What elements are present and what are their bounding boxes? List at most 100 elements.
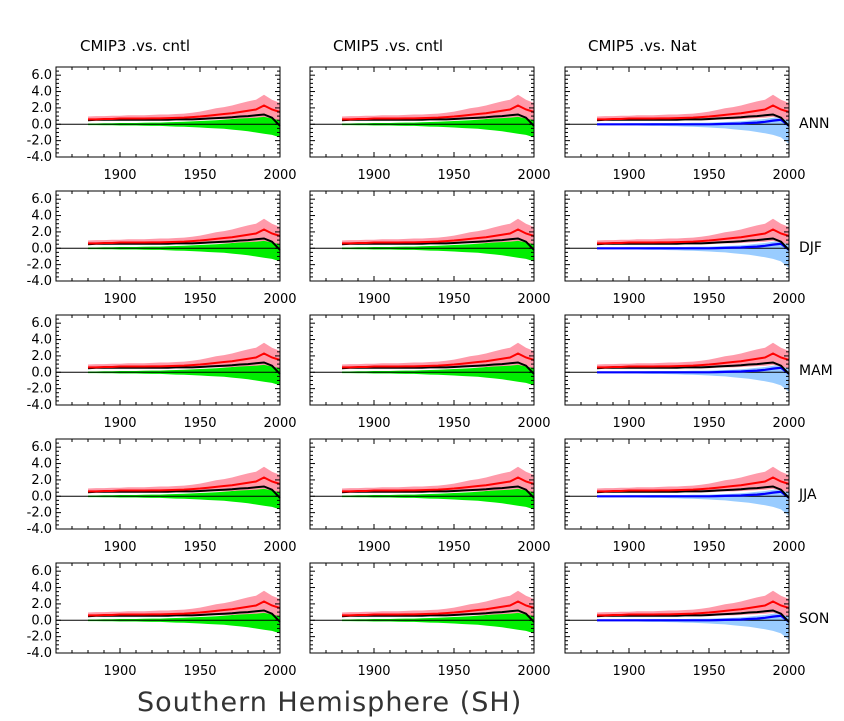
panel-mam-2: 1900 1950 2000 bbox=[309, 314, 551, 431]
model-line bbox=[87, 609, 281, 623]
obs-line bbox=[88, 228, 281, 245]
x-tick-label: 1900 bbox=[103, 416, 136, 431]
x-tick-label: 1950 bbox=[183, 416, 216, 431]
panel-mam-1: 6.0 4.02.00.0 -2.0-4.0 1900 1950 2000 bbox=[27, 314, 297, 431]
figure-title: Southern Hemisphere (SH) bbox=[137, 687, 522, 718]
y-tick-label: 2.0 bbox=[31, 597, 52, 612]
obs-uncertainty-band bbox=[342, 466, 534, 493]
column-title-cmip5-nat: CMIP5 .vs. Nat bbox=[588, 37, 697, 55]
x-tick-label: 1950 bbox=[183, 168, 216, 183]
y-tick-label: 6.0 bbox=[31, 316, 52, 331]
panel-jja-2: 1900 1950 2000 bbox=[309, 438, 551, 555]
y-tick-label: 0.0 bbox=[31, 365, 52, 380]
model-line bbox=[87, 361, 281, 375]
model-line bbox=[87, 237, 281, 251]
x-tick-label: 1900 bbox=[357, 168, 390, 183]
obs-uncertainty-band bbox=[88, 466, 280, 493]
model-line bbox=[596, 361, 790, 375]
x-tick-label: 2000 bbox=[263, 416, 296, 431]
x-tick-label: 2000 bbox=[517, 168, 550, 183]
y-tick-label: -4.0 bbox=[27, 274, 52, 289]
obs-uncertainty-band bbox=[597, 466, 789, 493]
y-tick-label: 6.0 bbox=[31, 440, 52, 455]
obs-uncertainty-band bbox=[88, 590, 280, 617]
x-tick-label: 1950 bbox=[692, 664, 725, 679]
x-tick-label: 2000 bbox=[517, 292, 550, 307]
x-tick-label: 2000 bbox=[772, 664, 805, 679]
panel-son-1: 6.0 4.02.00.0 -2.0-4.0 1900 1950 2000 bbox=[27, 562, 297, 679]
nat-line bbox=[597, 614, 790, 623]
obs-uncertainty-band bbox=[88, 94, 280, 121]
y-tick-label: -4.0 bbox=[27, 522, 52, 537]
x-tick-label: 1900 bbox=[612, 416, 645, 431]
obs-line bbox=[342, 600, 535, 617]
x-tick-label: 2000 bbox=[263, 292, 296, 307]
panel-djf-3: 1900 1950 2000 bbox=[564, 190, 806, 307]
obs-uncertainty-band bbox=[342, 342, 534, 369]
obs-uncertainty-band bbox=[597, 94, 789, 121]
column-titles: CMIP3 .vs. cntl CMIP5 .vs. cntl CMIP5 .v… bbox=[80, 37, 697, 55]
model-line bbox=[87, 113, 281, 127]
obs-line bbox=[342, 352, 535, 369]
nat-line bbox=[597, 490, 790, 499]
y-tick-label: 4.0 bbox=[31, 209, 52, 224]
panel-son-2: 1900 1950 2000 bbox=[309, 562, 551, 679]
obs-uncertainty-band bbox=[342, 218, 534, 245]
model-line bbox=[341, 113, 535, 127]
obs-line bbox=[597, 600, 790, 617]
x-tick-label: 1900 bbox=[357, 292, 390, 307]
obs-line bbox=[88, 352, 281, 369]
obs-uncertainty-band bbox=[597, 218, 789, 245]
y-tick-label: 0.0 bbox=[31, 241, 52, 256]
y-tick-label: 2.0 bbox=[31, 101, 52, 116]
panel-djf-2: 1900 1950 2000 bbox=[309, 190, 551, 307]
obs-line bbox=[597, 476, 790, 493]
obs-line bbox=[88, 476, 281, 493]
x-tick-label: 1950 bbox=[183, 292, 216, 307]
panel-jja-3: 1900 1950 2000 bbox=[564, 438, 806, 555]
nat-line bbox=[597, 366, 790, 375]
obs-line bbox=[342, 104, 535, 121]
model-line bbox=[596, 485, 790, 499]
x-tick-label: 1950 bbox=[692, 416, 725, 431]
x-tick-label: 1900 bbox=[612, 292, 645, 307]
obs-uncertainty-band bbox=[342, 94, 534, 121]
obs-uncertainty-band bbox=[88, 218, 280, 245]
obs-line bbox=[597, 228, 790, 245]
x-tick-label: 1900 bbox=[103, 292, 136, 307]
x-tick-label: 1900 bbox=[103, 168, 136, 183]
nat-line bbox=[597, 242, 790, 251]
x-tick-label: 2000 bbox=[772, 540, 805, 555]
x-tick-label: 1900 bbox=[103, 540, 136, 555]
x-tick-label: 1900 bbox=[103, 664, 136, 679]
y-tick-label: 2.0 bbox=[31, 349, 52, 364]
x-tick-label: 1950 bbox=[437, 664, 470, 679]
x-tick-label: 1900 bbox=[357, 416, 390, 431]
panel-ann-2: 1900 1950 2000 bbox=[309, 66, 551, 183]
x-tick-label: 1900 bbox=[612, 540, 645, 555]
y-tick-label: -2.0 bbox=[27, 258, 52, 273]
y-tick-label: -2.0 bbox=[27, 506, 52, 521]
y-tick-label: 2.0 bbox=[31, 473, 52, 488]
y-tick-label: 2.0 bbox=[31, 225, 52, 240]
y-tick-label: 4.0 bbox=[31, 333, 52, 348]
x-tick-label: 1950 bbox=[183, 664, 216, 679]
x-tick-label: 2000 bbox=[263, 540, 296, 555]
x-tick-label: 2000 bbox=[263, 664, 296, 679]
panel-ann-3: 1900 1950 2000 bbox=[564, 66, 806, 183]
x-tick-label: 1950 bbox=[437, 416, 470, 431]
season-label-ann: ANN bbox=[799, 116, 830, 132]
season-label-jja: JJA bbox=[798, 487, 817, 503]
model-line bbox=[87, 485, 281, 499]
model-line bbox=[341, 361, 535, 375]
column-title-cmip3-cntl: CMIP3 .vs. cntl bbox=[80, 37, 190, 55]
column-title-cmip5-cntl: CMIP5 .vs. cntl bbox=[333, 37, 443, 55]
x-tick-label: 1950 bbox=[437, 168, 470, 183]
x-tick-label: 1950 bbox=[692, 540, 725, 555]
obs-line bbox=[597, 104, 790, 121]
x-tick-label: 2000 bbox=[263, 168, 296, 183]
y-tick-label: 0.0 bbox=[31, 613, 52, 628]
x-tick-label: 2000 bbox=[517, 416, 550, 431]
x-tick-label: 2000 bbox=[517, 664, 550, 679]
